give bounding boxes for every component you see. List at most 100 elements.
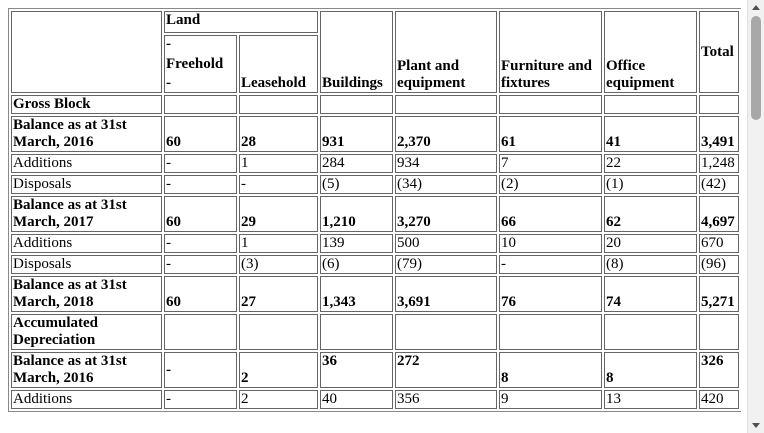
- table-cell: 20: [604, 234, 698, 253]
- table-cell: 2: [239, 390, 319, 409]
- table-cell: 62: [604, 196, 698, 232]
- table-cell: 500: [395, 234, 498, 253]
- table-cell: Additions: [11, 154, 162, 173]
- scroll-up[interactable]: [752, 5, 760, 10]
- empty-cell: [320, 314, 394, 350]
- table-row: Gross Block: [11, 95, 740, 114]
- header-cell: - Freehold -: [164, 35, 237, 93]
- table-cell: -: [164, 175, 237, 194]
- table-cell: Accumulated Depreciation: [11, 314, 162, 350]
- table-row: Additions -2 40 356 9 13 420: [11, 390, 740, 409]
- table-cell: (2): [499, 175, 603, 194]
- freehold-lines: - Freehold -: [166, 36, 235, 92]
- empty-cell: [604, 314, 698, 350]
- scrollbar[interactable]: [747, 0, 764, 433]
- header-cell: Office equipment: [604, 11, 698, 93]
- table-cell: Additions: [11, 234, 162, 253]
- table-cell: -: [239, 175, 319, 194]
- table-cell: Disposals: [11, 255, 162, 274]
- table-cell: 36: [320, 352, 394, 388]
- table-cell: (79): [395, 255, 498, 274]
- header-cell: Buildings: [320, 11, 394, 93]
- table-cell: (1): [604, 175, 698, 194]
- table-cell: 41: [604, 116, 698, 152]
- table-cell: 2: [239, 352, 319, 388]
- table-cell: (96): [699, 255, 740, 274]
- table-cell: 76: [499, 276, 603, 312]
- table-cell: 4,697: [699, 196, 740, 232]
- table-cell: 60: [164, 196, 237, 232]
- table-cell: -: [164, 255, 237, 274]
- table-cell: -: [164, 390, 237, 409]
- header-cell: Total: [699, 11, 740, 93]
- table-cell: 8: [604, 352, 698, 388]
- empty-cell: [395, 314, 498, 350]
- table-cell: 931: [320, 116, 394, 152]
- header-text: Freehold: [166, 55, 224, 72]
- asset-table: Land Buildings Plant and equipment Furni…: [8, 8, 741, 412]
- table-cell: 9: [499, 390, 603, 409]
- table-cell: 13: [604, 390, 698, 409]
- table-cell: (8): [604, 255, 698, 274]
- table-cell: 420: [699, 390, 740, 409]
- table-cell: 60: [164, 276, 237, 312]
- table-row: Additions -1 284 934 7 22 1,248: [11, 154, 740, 173]
- empty-cell: [699, 314, 740, 350]
- table-row: Balance as at 31st March, 2016-2 36 272 8 8 3…: [11, 352, 740, 388]
- header-cell: Plant and equipment: [395, 11, 498, 93]
- table-cell: (6): [320, 255, 394, 274]
- table-container: Land Buildings Plant and equipment Furni…: [8, 8, 741, 433]
- table-cell: 22: [604, 154, 698, 173]
- table-row: Balance as at 31st March, 2018 60 27 1,343 3…: [11, 276, 740, 312]
- header-text: -: [166, 36, 171, 52]
- table-cell: -: [164, 154, 237, 173]
- table-cell: 1,210: [320, 196, 394, 232]
- header-cell: Furniture and fixtures: [499, 11, 603, 93]
- empty-cell: [499, 314, 603, 350]
- empty-cell: [499, 95, 603, 114]
- table-cell: Balance as at 31st March, 2016: [11, 116, 162, 152]
- header-cell: Land: [164, 11, 319, 33]
- table-cell: Balance as at 31st March, 2017: [11, 196, 162, 232]
- empty-cell: [239, 314, 319, 350]
- table-cell: Gross Block: [11, 95, 162, 114]
- table-cell: 284: [320, 154, 394, 173]
- table-cell: 3,270: [395, 196, 498, 232]
- header-cell: Leasehold: [239, 35, 319, 93]
- table-cell: 2,370: [395, 116, 498, 152]
- table-cell: 29: [239, 196, 319, 232]
- table-cell: 10: [499, 234, 603, 253]
- empty-cell: [320, 95, 394, 114]
- table-cell: 1,343: [320, 276, 394, 312]
- table-cell: Disposals: [11, 175, 162, 194]
- header-text: -: [166, 75, 171, 91]
- empty-cell: [699, 95, 740, 114]
- corner-cell: [11, 11, 162, 93]
- table-cell: 74: [604, 276, 698, 312]
- table-cell: 1: [239, 154, 319, 173]
- table-cell: Balance as at 31st March, 2018: [11, 276, 162, 312]
- table-row: Disposals - - (5) (34) (2) (1) (42): [11, 175, 740, 194]
- table-cell: (34): [395, 175, 498, 194]
- table-cell: -: [499, 255, 603, 274]
- table-cell: 3,691: [395, 276, 498, 312]
- empty-cell: [395, 95, 498, 114]
- table-cell: 1: [239, 234, 319, 253]
- table-cell: 326: [699, 352, 740, 388]
- table-cell: 1,248: [699, 154, 740, 173]
- table-cell: -: [164, 352, 237, 388]
- empty-cell: [164, 95, 237, 114]
- empty-cell: [164, 314, 237, 350]
- table-row: Balance as at 31st March, 2017 60 29 1,210 3…: [11, 196, 740, 232]
- table-cell: (42): [699, 175, 740, 194]
- table-cell: 8: [499, 352, 603, 388]
- empty-cell: [239, 95, 319, 114]
- scroll-thumb[interactable]: [751, 16, 761, 120]
- table-row: Disposals - (3) (6) (79) - (8) (96): [11, 255, 740, 274]
- scroll-down[interactable]: [752, 423, 760, 428]
- table-cell: 272: [395, 352, 498, 388]
- table-cell: Additions: [11, 390, 162, 409]
- table-cell: Balance as at 31st March, 2016: [11, 352, 162, 388]
- table-cell: 66: [499, 196, 603, 232]
